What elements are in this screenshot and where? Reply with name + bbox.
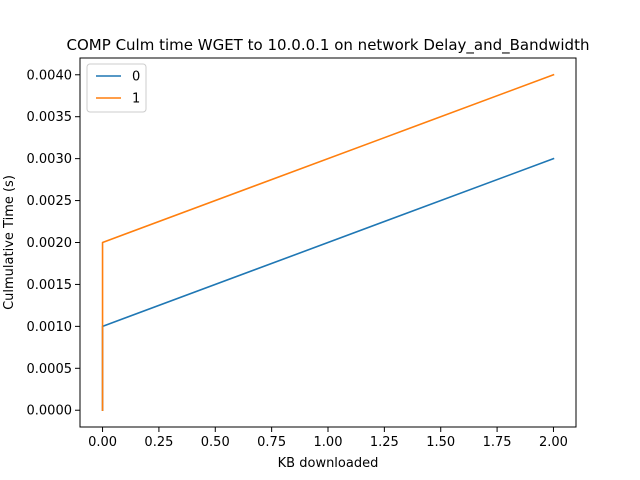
x-axis-ticks: 0.00 0.25 0.50 0.75 1.00 1.25 1.50 1.75 2.00: [88, 427, 568, 450]
x-tick-label: 0.00: [88, 435, 117, 450]
x-tick-label: 0.50: [201, 435, 230, 450]
x-tick-label: 0.75: [257, 435, 286, 450]
x-tick-label: 2.00: [539, 435, 568, 450]
x-tick-label: 1.50: [426, 435, 455, 450]
y-tick-label: 0.0010: [27, 320, 73, 335]
legend-label-0: 0: [132, 70, 140, 85]
x-tick-label: 1.00: [314, 435, 343, 450]
chart-title: COMP Culm time WGET to 10.0.0.1 on netwo…: [67, 36, 590, 55]
series-lines: [101, 73, 555, 412]
y-axis-label: Culmulative Time (s): [2, 175, 17, 310]
y-tick-label: 0.0030: [27, 152, 73, 167]
legend-label-1: 1: [132, 92, 140, 107]
y-tick-label: 0.0005: [27, 362, 73, 377]
x-tick-label: 0.25: [144, 435, 173, 450]
x-tick-label: 1.25: [370, 435, 399, 450]
y-axis-ticks: 0.0000 0.0005 0.0010 0.0015 0.0020 0.0025 0.00…: [27, 68, 80, 419]
y-tick-label: 0.0000: [27, 404, 73, 419]
y-tick-label: 0.0015: [27, 278, 73, 293]
y-tick-label: 0.0035: [27, 110, 73, 125]
x-tick-label: 1.75: [483, 435, 512, 450]
x-axis-label: KB downloaded: [278, 456, 379, 471]
plot-frame: [79, 57, 577, 428]
y-tick-label: 0.0020: [27, 236, 73, 251]
legend: 01: [86, 63, 147, 113]
series-line-1: [101, 73, 555, 412]
y-tick-label: 0.0025: [27, 194, 73, 209]
y-tick-label: 0.0040: [27, 68, 73, 83]
